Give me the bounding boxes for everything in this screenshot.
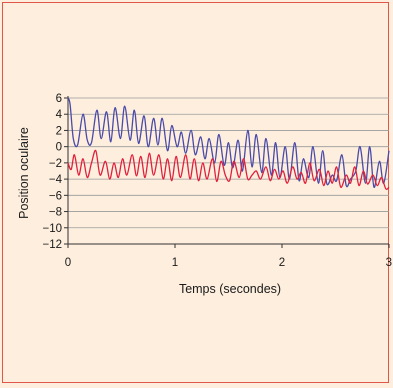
y-tick-label-5: −4 <box>49 174 63 186</box>
x-tick-label-2: 2 <box>279 257 285 269</box>
y-tick-label-0: 6 <box>56 93 62 105</box>
y-tick-label-6: −6 <box>49 190 62 202</box>
y-tick-label-2: 2 <box>56 125 62 137</box>
y-axis-label: Position oculaire <box>17 127 31 219</box>
series-line-1 <box>67 149 390 190</box>
y-tick-label-9: −12 <box>42 239 62 251</box>
y-tick-label-8: −10 <box>42 223 62 235</box>
x-axis-label: Temps (secondes) <box>179 282 281 296</box>
axes <box>64 96 390 248</box>
y-tick-label-4: −2 <box>49 158 62 170</box>
x-tick-label-0: 0 <box>65 257 71 269</box>
x-tick-label-1: 1 <box>172 257 178 269</box>
x-tick-label-3: 3 <box>386 257 392 269</box>
y-tick-label-1: 4 <box>56 109 63 121</box>
series-group <box>67 97 390 190</box>
y-tick-label-3: 0 <box>56 142 62 154</box>
y-tick-label-7: −8 <box>49 207 62 219</box>
series-line-0 <box>67 97 390 188</box>
figure-frame <box>2 2 389 383</box>
